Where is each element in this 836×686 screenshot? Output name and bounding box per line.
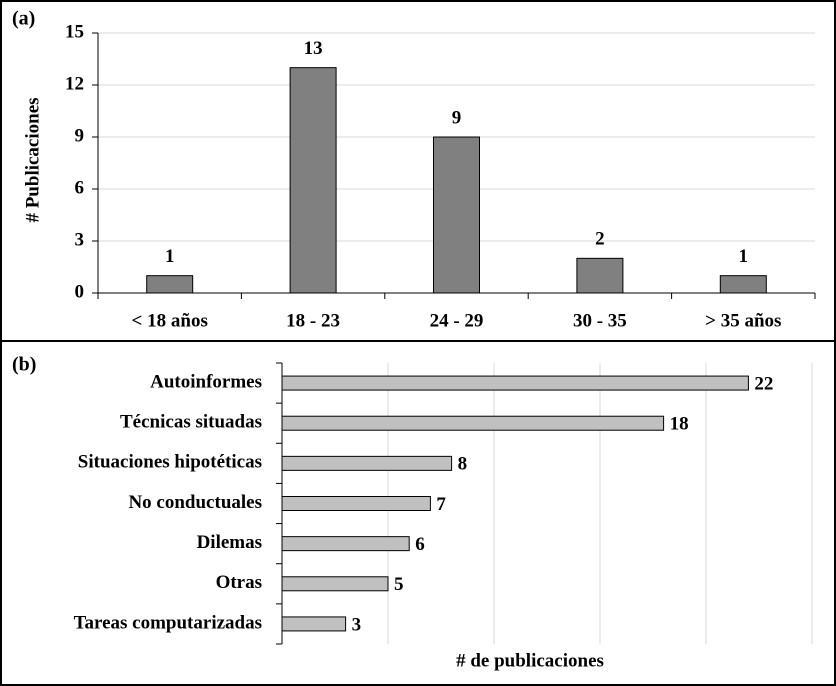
value-label: 7 bbox=[436, 494, 446, 515]
value-label: 3 bbox=[352, 614, 362, 635]
bar bbox=[281, 375, 749, 391]
bar bbox=[281, 455, 453, 471]
value-label: 5 bbox=[394, 574, 404, 595]
y-tick-label: Otras bbox=[216, 572, 262, 593]
bar bbox=[719, 275, 767, 294]
bar bbox=[289, 67, 337, 294]
bar bbox=[146, 275, 194, 294]
value-label: 13 bbox=[304, 38, 323, 59]
x-tick-label: 30 - 35 bbox=[573, 310, 627, 331]
y-axis-label: # Publicaciones bbox=[22, 97, 43, 222]
value-label: 8 bbox=[458, 454, 468, 475]
panel-label: (b) bbox=[12, 354, 36, 376]
value-label: 1 bbox=[739, 246, 749, 267]
value-label: 2 bbox=[595, 229, 605, 250]
bar bbox=[433, 136, 480, 294]
y-tick-label: 3 bbox=[75, 229, 85, 250]
value-label: 18 bbox=[670, 414, 689, 435]
y-tick-label: Tareas computarizadas bbox=[74, 612, 262, 633]
y-tick-label: 6 bbox=[75, 177, 85, 198]
value-label: 22 bbox=[754, 373, 773, 394]
y-tick-label: Situaciones hipotéticas bbox=[78, 452, 262, 473]
x-tick-label: 24 - 29 bbox=[430, 310, 484, 331]
bar bbox=[281, 415, 665, 431]
y-tick-label: 12 bbox=[65, 73, 84, 94]
panel-label: (a) bbox=[12, 8, 35, 30]
x-tick-label: 18 - 23 bbox=[286, 310, 340, 331]
x-tick-label: < 18 años bbox=[132, 310, 208, 331]
value-label: 1 bbox=[165, 246, 175, 267]
y-tick-label: 9 bbox=[75, 125, 85, 146]
bar bbox=[281, 616, 347, 632]
y-tick-label: Técnicas situadas bbox=[120, 412, 262, 433]
x-tick-label: > 35 años bbox=[705, 310, 781, 331]
value-label: 9 bbox=[452, 107, 462, 128]
y-tick-label: 0 bbox=[75, 281, 85, 302]
y-tick-label: No conductuales bbox=[128, 492, 262, 513]
value-label: 6 bbox=[415, 534, 425, 555]
x-axis-label: # de publicaciones bbox=[456, 650, 604, 671]
y-tick-label: 15 bbox=[65, 21, 84, 42]
bar bbox=[281, 536, 410, 552]
bar bbox=[281, 496, 431, 511]
bar bbox=[576, 257, 624, 294]
y-tick-label: Autoinformes bbox=[150, 371, 262, 392]
y-tick-label: Dilemas bbox=[197, 532, 262, 553]
bar bbox=[281, 576, 389, 592]
